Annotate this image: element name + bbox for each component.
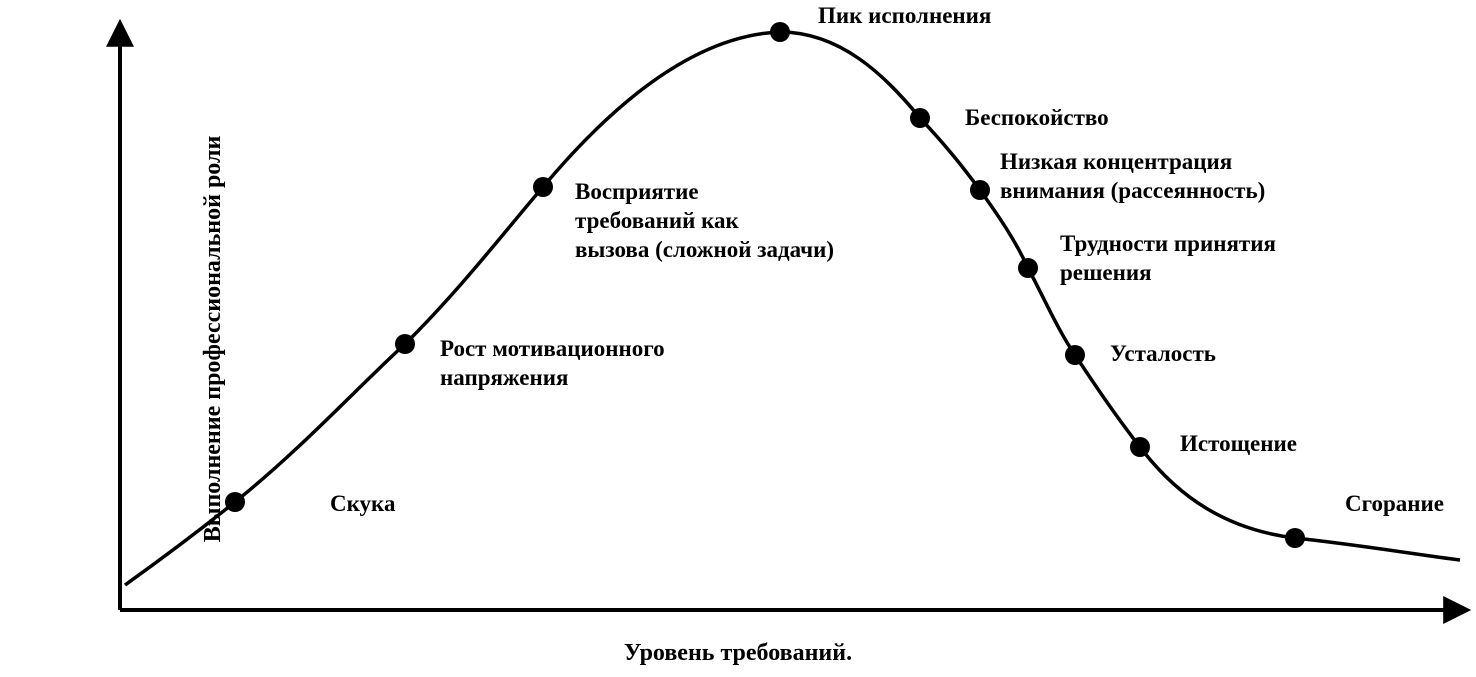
point-label-burnout: Сгорание <box>1345 490 1444 519</box>
point-label-low-concentration: Низкая концентрациявнимания (рассеянност… <box>1000 148 1265 206</box>
point-label-challenge-perception: Восприятиетребований каквызова (сложной … <box>575 178 834 264</box>
point-label-decision-difficulty: Трудности принятиярешения <box>1060 230 1276 288</box>
y-axis-label: Выполнение профессиональной роли <box>200 135 227 542</box>
point-label-boredom: Скука <box>330 490 395 519</box>
point-label-exhaustion: Истощение <box>1180 430 1297 459</box>
point-label-fatigue: Усталость <box>1110 340 1216 369</box>
point-label-motivation-growth: Рост мотивационногонапряжения <box>440 335 665 393</box>
x-axis-label: Уровень требований. <box>624 640 852 667</box>
stress-performance-chart: Выполнение профессиональной роли Уровень… <box>0 0 1476 677</box>
point-label-anxiety: Беспокойство <box>965 104 1109 133</box>
point-label-peak-performance: Пик исполнения <box>818 2 991 31</box>
